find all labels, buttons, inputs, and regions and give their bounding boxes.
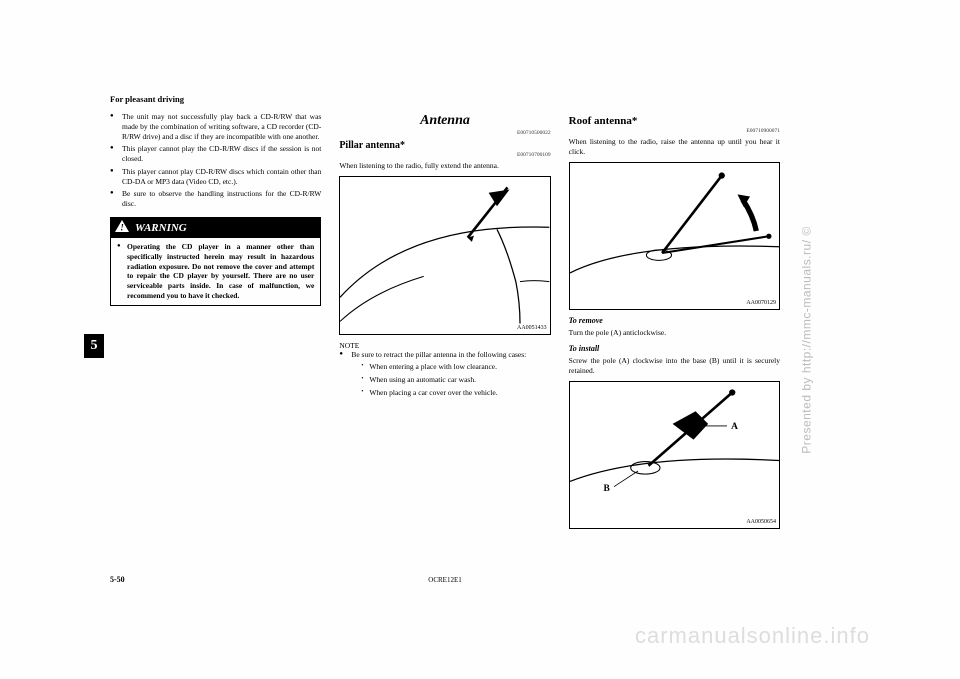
pillar-text: When listening to the radio, fully exten… (339, 161, 550, 171)
roof-text: When listening to the radio, raise the a… (569, 137, 780, 157)
warning-text: Operating the CD player in a manner othe… (117, 242, 314, 301)
pillar-antenna-figure: AA0051433 (339, 176, 550, 334)
roof-antenna-install-figure: A B AA0050654 (569, 381, 780, 529)
label-b: B (603, 484, 610, 494)
watermark: carmanualsonline.info (635, 623, 870, 649)
warning-box: ! WARNING Operating the CD player in a m… (110, 217, 321, 306)
section-header: For pleasant driving (110, 94, 780, 104)
figure-label: AA0050654 (570, 518, 779, 528)
to-install-text: Screw the pole (A) clockwise into the ba… (569, 356, 780, 376)
page-number: 5-50 (110, 575, 125, 584)
figure-label: AA0051433 (340, 324, 549, 334)
warning-header: ! WARNING (111, 218, 320, 238)
list-item: When using an automatic car wash. (361, 375, 550, 385)
to-remove-head: To remove (569, 316, 780, 326)
ref-code: E00710900071 (569, 128, 780, 135)
antenna-title: Antenna (339, 112, 550, 130)
pillar-antenna-title: Pillar antenna* (339, 139, 550, 152)
content-columns: The unit may not successfully play back … (110, 112, 780, 529)
list-item: This player cannot play the CD-R/RW disc… (110, 144, 321, 164)
ref-code: E00710500022 (339, 130, 550, 137)
doc-code: OCRE12E1 (428, 576, 461, 584)
list-item: Be sure to retract the pillar antenna in… (339, 350, 550, 397)
roof-antenna-title: Roof antenna* (569, 114, 780, 128)
note-text: Be sure to retract the pillar antenna in… (351, 350, 526, 359)
roof-antenna-raise-figure: AA0070129 (569, 162, 780, 310)
list-item: When placing a car cover over the vehicl… (361, 388, 550, 398)
to-remove-text: Turn the pole (A) anticlockwise. (569, 328, 780, 338)
source-attribution: Presented by http://mmc-manuals.ru/ © (799, 226, 813, 453)
column-2: Antenna E00710500022 Pillar antenna* E00… (339, 112, 550, 529)
cd-notes-list: The unit may not successfully play back … (110, 112, 321, 209)
ref-code: E00710700109 (339, 152, 550, 159)
svg-text:!: ! (120, 222, 124, 232)
column-1: The unit may not successfully play back … (110, 112, 321, 529)
list-item: This player cannot play CD-R/RW discs wh… (110, 167, 321, 187)
list-item: Be sure to observe the handling instruct… (110, 189, 321, 209)
warning-triangle-icon: ! (115, 220, 129, 236)
label-a: A (731, 422, 738, 432)
note-list: Be sure to retract the pillar antenna in… (339, 350, 550, 397)
figure-label: AA0070129 (570, 299, 779, 309)
note-label: NOTE (339, 341, 550, 351)
to-install-head: To install (569, 344, 780, 354)
list-item: The unit may not successfully play back … (110, 112, 321, 141)
warning-title: WARNING (135, 221, 187, 235)
sub-bullet-list: When entering a place with low clearance… (351, 362, 550, 397)
warning-body: Operating the CD player in a manner othe… (111, 238, 320, 305)
column-3: Roof antenna* E00710900071 When listenin… (569, 112, 780, 529)
list-item: When entering a place with low clearance… (361, 362, 550, 372)
chapter-tab: 5 (84, 334, 104, 358)
